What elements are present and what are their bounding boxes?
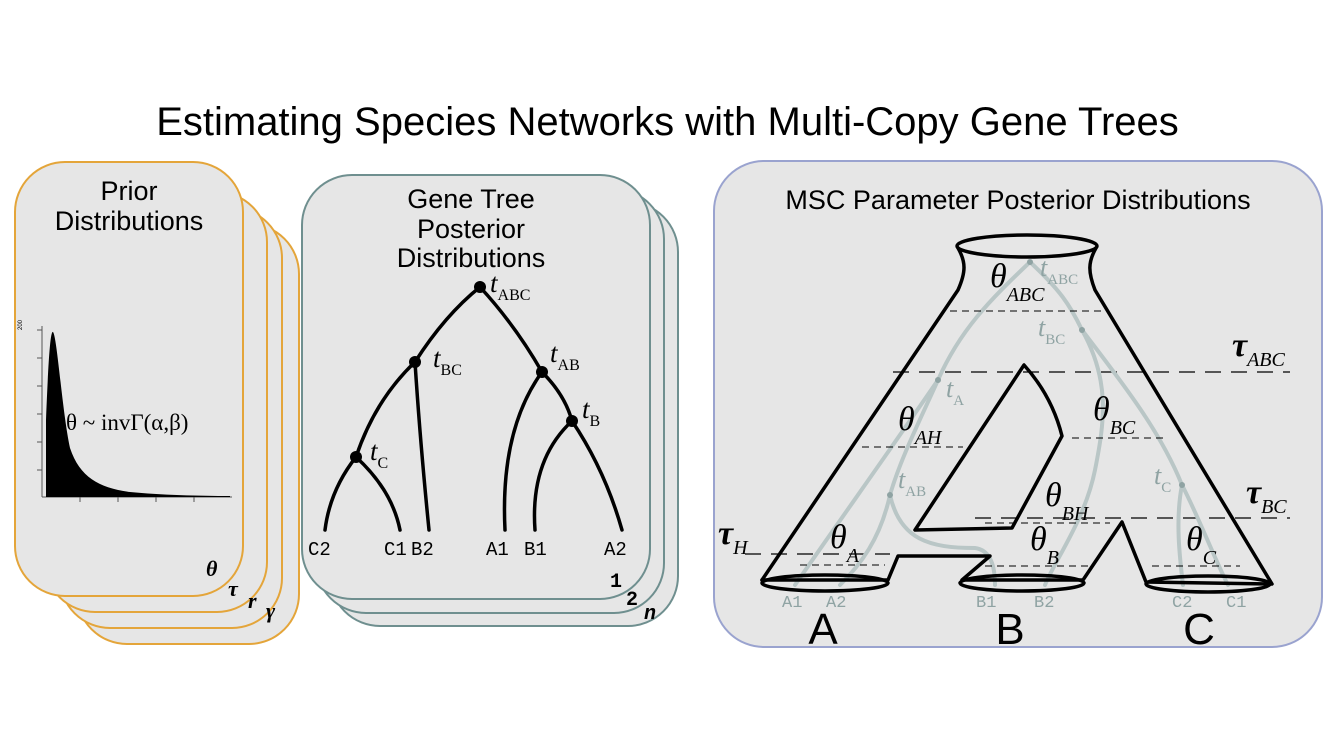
gene-stack-label-n: n [644, 603, 656, 626]
tau-h-label: τH [718, 515, 749, 559]
theta-bh-label: θBH [1045, 477, 1090, 525]
msc-tip-b2: B2 [1034, 594, 1054, 613]
gene-title-line2: Posterior [417, 214, 525, 244]
prior-stack-label-gamma: γ [266, 598, 276, 623]
prior-title-line2: Distributions [55, 206, 204, 236]
prior-stack-label-theta: θ [206, 556, 218, 581]
tau-abc-label: τABC [1232, 327, 1286, 371]
species-label-a: A [808, 605, 838, 654]
msc-gene-time-bc: tBC [1038, 313, 1065, 348]
msc-gene-time-ab: tAB [898, 465, 926, 500]
gene-node-b [566, 415, 578, 427]
gene-node-ab [536, 366, 548, 378]
gene-leaf-b1: B1 [524, 539, 547, 561]
root-ellipse [955, 233, 1099, 259]
tau-bc-label: τBC [1246, 474, 1287, 518]
msc-title: MSC Parameter Posterior Distributions [785, 185, 1250, 215]
msc-tip-a1: A1 [782, 594, 802, 613]
gene-tree-panel: Gene Tree Posterior Distributions tABC t… [301, 174, 679, 627]
msc-card [713, 160, 1323, 648]
theta-ah-label: θAH [898, 401, 943, 449]
theta-abc-label: θABC [990, 258, 1045, 306]
prior-formula: θ ~ invΓ(α,β) [66, 410, 188, 435]
prior-density-fill [46, 331, 230, 497]
msc-tip-b1: B1 [976, 594, 996, 613]
gene-tree-branches [323, 285, 624, 532]
msc-tip-a2: A2 [826, 594, 846, 613]
species-network-outline [760, 233, 1274, 594]
gene-node-label-c: tC [370, 436, 388, 472]
prior-panel: Prior Distributions 200 θ ~ invΓ(α,β) θ … [14, 161, 300, 645]
gene-node-label-bc: tBC [433, 343, 462, 379]
diagram-title: Estimating Species Networks with Multi-C… [156, 100, 1179, 144]
theta-width-arrows [800, 310, 1240, 567]
msc-gene-time-a: tA [946, 374, 964, 409]
prior-stack-label-tau: τ [228, 576, 239, 601]
gene-stack-label-1: 1 [610, 571, 622, 594]
gene-leaf-a2: A2 [604, 539, 627, 561]
species-label-c: C [1183, 605, 1215, 654]
gene-node-label-b: tB [582, 394, 600, 430]
msc-tip-c2: C2 [1172, 594, 1192, 613]
gene-leaf-a1: A1 [486, 539, 509, 561]
msc-tip-c1: C1 [1226, 594, 1246, 613]
gene-leaf-c1: C1 [384, 539, 407, 561]
species-label-b: B [995, 605, 1024, 654]
prior-axis-tick: 200 [18, 319, 24, 330]
prior-density-plot: 200 [18, 319, 232, 502]
prior-stack-label-r: r [248, 588, 257, 613]
gene-node-label-abc: tABC [490, 268, 530, 304]
theta-b-label: θB [1030, 521, 1059, 569]
gene-leaf-c2: C2 [308, 539, 331, 561]
gene-node-bc [409, 356, 421, 368]
gene-card-1 [301, 174, 651, 600]
gene-node-label-ab: tAB [550, 338, 580, 374]
gene-title-line3: Distributions [397, 243, 546, 273]
msc-panel: MSC Parameter Posterior Distributions [713, 160, 1323, 654]
msc-gene-time-c: tC [1154, 461, 1171, 496]
theta-bc-label: θBC [1093, 391, 1136, 439]
msc-gene-time-abc: tABC [1040, 253, 1078, 288]
reticulation-hole [913, 363, 1064, 532]
gene-title-line1: Gene Tree [407, 184, 535, 214]
gene-stack-label-2: 2 [626, 589, 638, 612]
theta-a-label: θA [830, 519, 860, 567]
theta-c-label: θC [1186, 521, 1217, 569]
gene-node-abc [474, 281, 486, 293]
prior-title-line1: Prior [100, 176, 157, 206]
gene-node-c [350, 451, 362, 463]
gene-leaf-b2: B2 [411, 539, 434, 561]
